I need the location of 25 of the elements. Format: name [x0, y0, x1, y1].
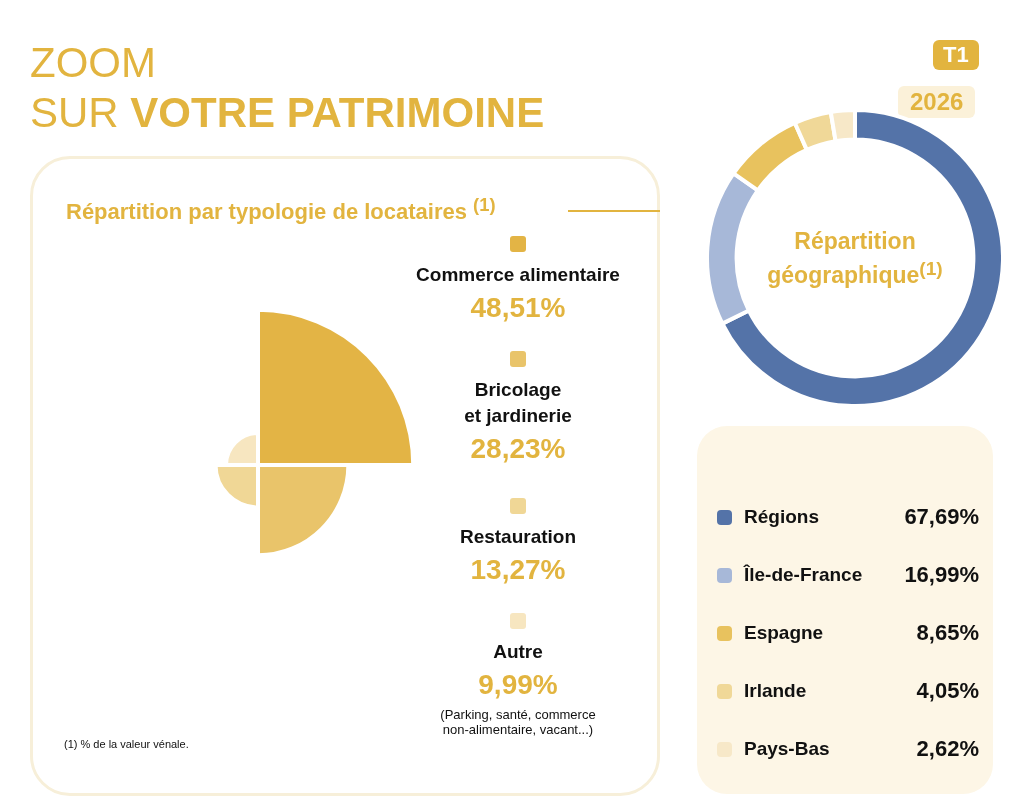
category-label: Bricolage et jardinerie — [463, 378, 573, 428]
text: Répartition par typologie de locataires $^{(1)}$ — [66, 194, 496, 226]
text: (Parking, santé, commerce non-alimentaire, vacant...) — [439, 707, 597, 737]
text: 2026 — [898, 86, 976, 118]
legend-label: Île-de-France — [744, 564, 864, 586]
data-label: 8,65% — [916, 620, 979, 646]
data-label: 2,62% — [916, 736, 979, 762]
text: Répartition géographique$^{(1)}$ — [766, 226, 944, 290]
data-label: 4,05% — [916, 678, 979, 704]
data-label: 67,69% — [904, 504, 979, 530]
text: (1) % de la valeur vénale. — [64, 738, 189, 750]
data-label: 9,99% — [477, 669, 559, 701]
legend-label: Régions — [744, 506, 820, 528]
data-label: 28,23% — [469, 433, 567, 465]
category-label: Restauration — [458, 525, 578, 549]
data-label: 13,27% — [469, 554, 567, 586]
category-label: Commerce alimentaire — [415, 263, 621, 287]
text: ZOOM SUR VOTRE PATRIMOINE — [30, 38, 545, 136]
data-label: 16,99% — [904, 562, 979, 588]
legend-label: Espagne — [744, 622, 825, 644]
legend-label: Irlande — [744, 680, 808, 702]
legend-label: Pays-Bas — [744, 738, 831, 760]
data-label: 48,51% — [469, 292, 567, 324]
category-label: Autre — [492, 640, 544, 664]
text: T1 — [933, 40, 979, 70]
